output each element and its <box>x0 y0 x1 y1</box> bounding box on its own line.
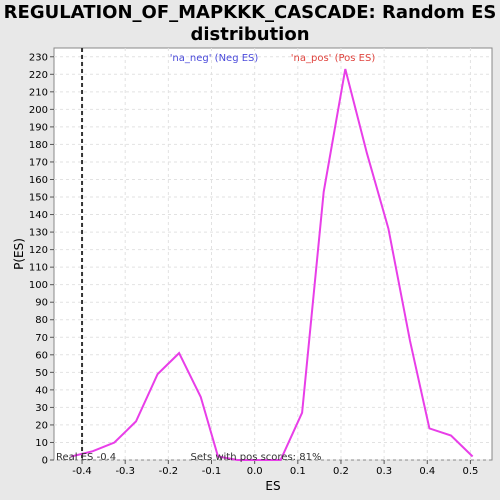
legend-neg-label: 'na_neg' (Neg ES) <box>170 53 259 64</box>
y-tick-label: 40 <box>35 385 48 396</box>
y-tick-label: 200 <box>29 105 48 116</box>
x-tick-label: -0.3 <box>115 466 135 477</box>
real-es-label: Real ES -0.4 <box>56 452 116 463</box>
y-tick-label: 180 <box>29 140 48 151</box>
y-tick-label: 230 <box>29 52 48 63</box>
y-tick-label: 50 <box>35 368 48 379</box>
x-tick-label: -0.1 <box>202 466 222 477</box>
chart-title: REGULATION_OF_MAPKKK_CASCADE: Random ES … <box>0 2 500 46</box>
y-tick-label: 150 <box>29 193 48 204</box>
x-tick-label: 0.2 <box>333 466 349 477</box>
x-axis-label: ES <box>265 479 280 493</box>
y-tick-label: 70 <box>35 333 48 344</box>
series-line <box>71 68 474 461</box>
y-tick-label: 120 <box>29 245 48 256</box>
y-tick-label: 190 <box>29 122 48 133</box>
x-tick-label: 0.1 <box>290 466 306 477</box>
y-tick-label: 90 <box>35 298 48 309</box>
pos-scores-annotation: Sets with pos scores: 81% <box>191 452 322 463</box>
y-axis-ticks: 0 10 20 30 40 50 60 70 80 90 100 110 120 130 140 150 160… <box>29 52 54 467</box>
chart-title-line1: REGULATION_OF_MAPKKK_CASCADE: Random ES <box>3 2 497 23</box>
legend-pos-label: 'na_pos' (Pos ES) <box>291 53 376 64</box>
y-tick-label: 210 <box>29 87 48 98</box>
x-tick-label: 0.5 <box>462 466 478 477</box>
y-tick-label: 20 <box>35 420 48 431</box>
plot-area <box>53 47 493 461</box>
y-axis-label: P(ES) <box>12 238 26 270</box>
x-tick-label: 0.3 <box>376 466 392 477</box>
x-axis-ticks: -0.4 -0.3 -0.2 -0.1 0.0 0.1 0.2 0.3 0.4 0.5 <box>72 460 478 477</box>
y-tick-label: 30 <box>35 403 48 414</box>
y-tick-label: 60 <box>35 350 48 361</box>
x-tick-label: -0.2 <box>159 466 179 477</box>
y-tick-label: 110 <box>29 263 48 274</box>
x-tick-label: 0.0 <box>247 466 263 477</box>
x-tick-label: 0.4 <box>419 466 435 477</box>
y-tick-label: 100 <box>29 280 48 291</box>
y-tick-label: 160 <box>29 175 48 186</box>
chart-title-line2: distribution <box>190 24 310 45</box>
y-tick-label: 140 <box>29 210 48 221</box>
x-tick-label: -0.4 <box>72 466 92 477</box>
y-tick-label: 10 <box>35 438 48 449</box>
y-tick-label: 0 <box>42 456 48 467</box>
y-tick-label: 220 <box>29 70 48 81</box>
y-tick-label: 80 <box>35 315 48 326</box>
y-tick-label: 130 <box>29 228 48 239</box>
y-tick-label: 170 <box>29 157 48 168</box>
